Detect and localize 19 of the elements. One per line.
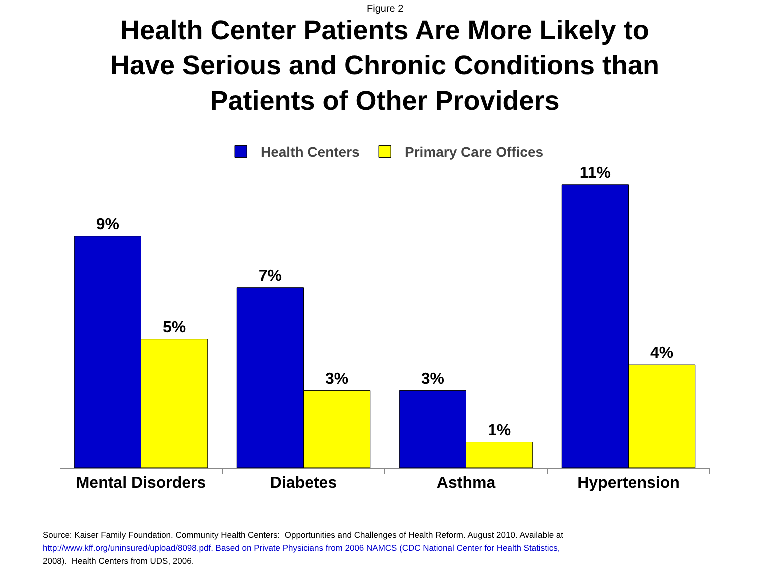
chart-title: Health Center Patients Are More Likely to Have Serious and Chronic Conditions than Patients of Other Providers	[110, 16, 660, 116]
data-label: 4%	[650, 345, 674, 362]
data-label: 1%	[488, 422, 512, 440]
x-tick-label: Mental Disorders	[76, 475, 206, 492]
source-note: Source: Kaiser Family Foundation. Community Health Centers: Opportunities and Challenges of Health Reform. August 2010. Available at	[43, 530, 564, 540]
x-tick-label: Asthma	[436, 475, 496, 492]
data-label: 3%	[421, 370, 445, 388]
x-tick-label: Diabetes	[270, 475, 338, 492]
legend-label: Primary Care Offices	[405, 144, 544, 160]
data-label: 9%	[96, 216, 120, 234]
data-label: 11%	[580, 164, 612, 182]
chart-subtitle: Figure 2	[367, 4, 404, 15]
data-label: 7%	[258, 268, 282, 285]
data-label: 3%	[326, 370, 349, 388]
data-label: 5%	[163, 319, 186, 336]
text: 2008). Health Centers from UDS, 2006.	[43, 556, 194, 566]
text: http://www.kff.org/uninsured/upload/8098.pdf. Based on Private Physicians from 2006 NAMCS (CDC National Center for Health Statistics,	[43, 543, 560, 553]
x-tick-label: Hypertension	[578, 475, 680, 492]
legend-label: Health Centers	[261, 144, 360, 160]
